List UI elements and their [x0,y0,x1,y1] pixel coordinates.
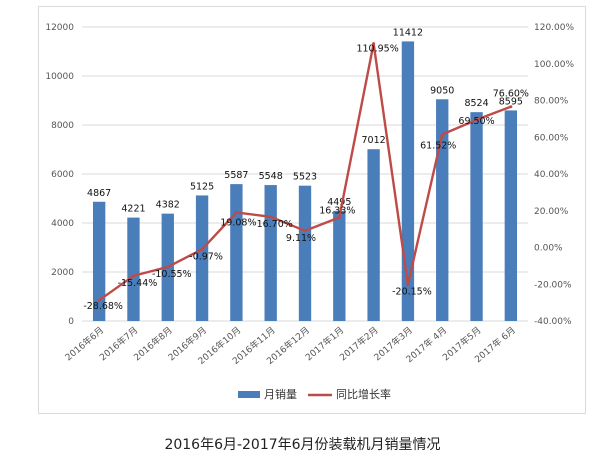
bar-data-label: 4867 [87,188,111,199]
bar-data-label: 8595 [499,96,523,107]
bar [230,184,243,321]
line-data-label: 61.52% [420,140,456,151]
line-data-label: 110.95% [356,44,398,55]
y-left-tick-label: 8000 [51,121,74,131]
bar-data-label: 5523 [293,172,317,183]
y-left-tick-label: 2000 [51,268,74,278]
bar [436,99,449,322]
bar [127,217,140,321]
line-point [166,265,170,269]
chart-svg: 0 2000 4000 6000 8000 10000 12000 -40.00% -20.00… [45,23,574,401]
bar-data-label: 5587 [224,170,248,181]
y-right-tick-label: 0.00% [534,244,563,254]
line-data-label: -0.97% [189,251,223,262]
y-left-tick-label: 0 [68,317,74,327]
chart-title: 2016年6月-2017年6月份装载机月销量情况 [164,437,441,453]
line-data-label: -15.44% [118,278,158,289]
line-data-label: -28.68% [83,301,123,312]
y-right-tick-label: 40.00% [534,170,569,180]
bar [195,195,209,321]
bar-data-label: 4221 [121,204,145,215]
bar-data-label: 4382 [156,200,180,211]
line-point [97,298,101,302]
y-right-tick-label: 120.00% [534,23,574,33]
y-left-tick-label: 10000 [45,72,74,82]
line-point [440,132,444,136]
y-right-tick-label: 80.00% [534,97,569,107]
bar [92,201,106,321]
line-point [234,210,238,214]
line-point [200,247,204,251]
bar [470,112,483,321]
chart-frame [38,6,586,414]
bar [401,41,415,321]
line-point [406,283,410,287]
bar [367,149,380,321]
legend-bar-label: 月销量 [264,387,297,401]
line-data-label: 16.33% [319,205,355,216]
bar-data-label: 7012 [362,135,386,146]
line-point [475,118,479,122]
line-data-label: 69.50% [458,116,494,127]
line-data-label: -10.55% [152,269,192,280]
line-data-label: 9.11% [286,233,316,244]
line-point [509,105,513,109]
bar-data-label: 9050 [430,85,454,96]
y-left-tick-label: 4000 [51,219,74,229]
y-right-tick-label: -20.00% [534,280,572,290]
bar [333,210,346,321]
line-point [269,215,273,219]
y-right-tick-label: 60.00% [534,133,569,143]
line-data-label: 76.60% [493,89,529,100]
y-left-tick-label: 6000 [51,170,74,180]
legend-line-label: 同比增长率 [336,387,391,401]
legend-bar-swatch [238,391,260,398]
bar-data-label: 5125 [190,181,214,192]
line-point [337,215,341,219]
bar-data-label: 5548 [259,171,283,182]
y-right-tick-label: -40.00% [534,317,572,327]
y-right-tick-label: 20.00% [534,207,569,217]
y-left-tick-label: 12000 [45,23,74,33]
line-data-label: -20.15% [392,287,432,298]
line-point [131,274,135,278]
line-point [303,229,307,233]
bar-data-label: 8524 [464,98,488,109]
line-data-label: 19.08% [220,217,256,228]
bar [504,110,518,321]
line-point [372,42,376,46]
bar-data-label: 4495 [327,197,351,208]
y-right-tick-label: 100.00% [534,60,574,70]
line-data-label: 16.70% [257,219,293,230]
bar [298,185,312,321]
bar [264,185,277,321]
bar-data-label: 11412 [393,27,423,38]
